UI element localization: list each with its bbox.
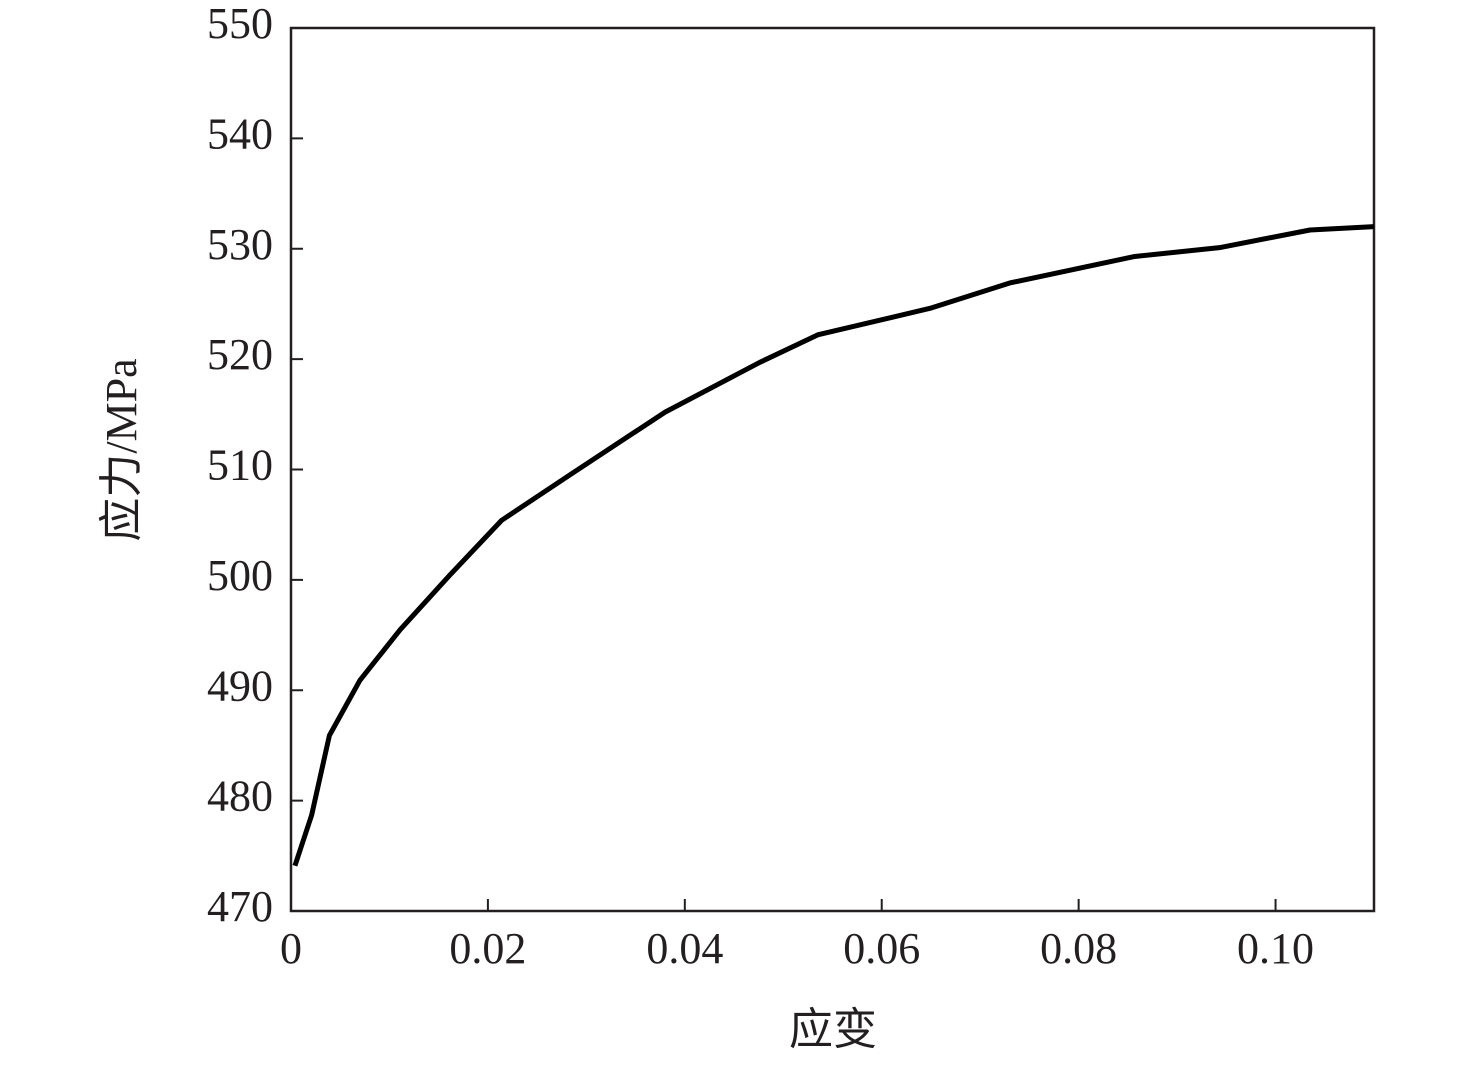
y-tick-label: 490 [207, 661, 273, 710]
y-tick-label: 500 [207, 551, 273, 600]
data-line [292, 224, 1375, 867]
plot-frame [289, 26, 1376, 913]
y-tick-label: 510 [207, 441, 273, 490]
x-tick-label: 0 [280, 924, 302, 973]
y-tick-label: 470 [207, 882, 273, 931]
y-axis-label: 应力/MPa [97, 358, 146, 541]
y-tick-label: 550 [207, 0, 273, 48]
x-tick-label: 0.10 [1237, 924, 1314, 973]
y-tick-label: 520 [207, 330, 273, 379]
x-tick-label: 0.04 [646, 924, 723, 973]
x-tick-label: 0.08 [1040, 924, 1117, 973]
y-tick-label: 530 [207, 220, 273, 269]
x-axis-label: 应变 [789, 1005, 877, 1054]
y-tick-label: 540 [207, 109, 273, 158]
x-tick-label: 0.06 [843, 924, 920, 973]
y-tick-label: 480 [207, 772, 273, 821]
x-tick-label: 0.02 [449, 924, 526, 973]
